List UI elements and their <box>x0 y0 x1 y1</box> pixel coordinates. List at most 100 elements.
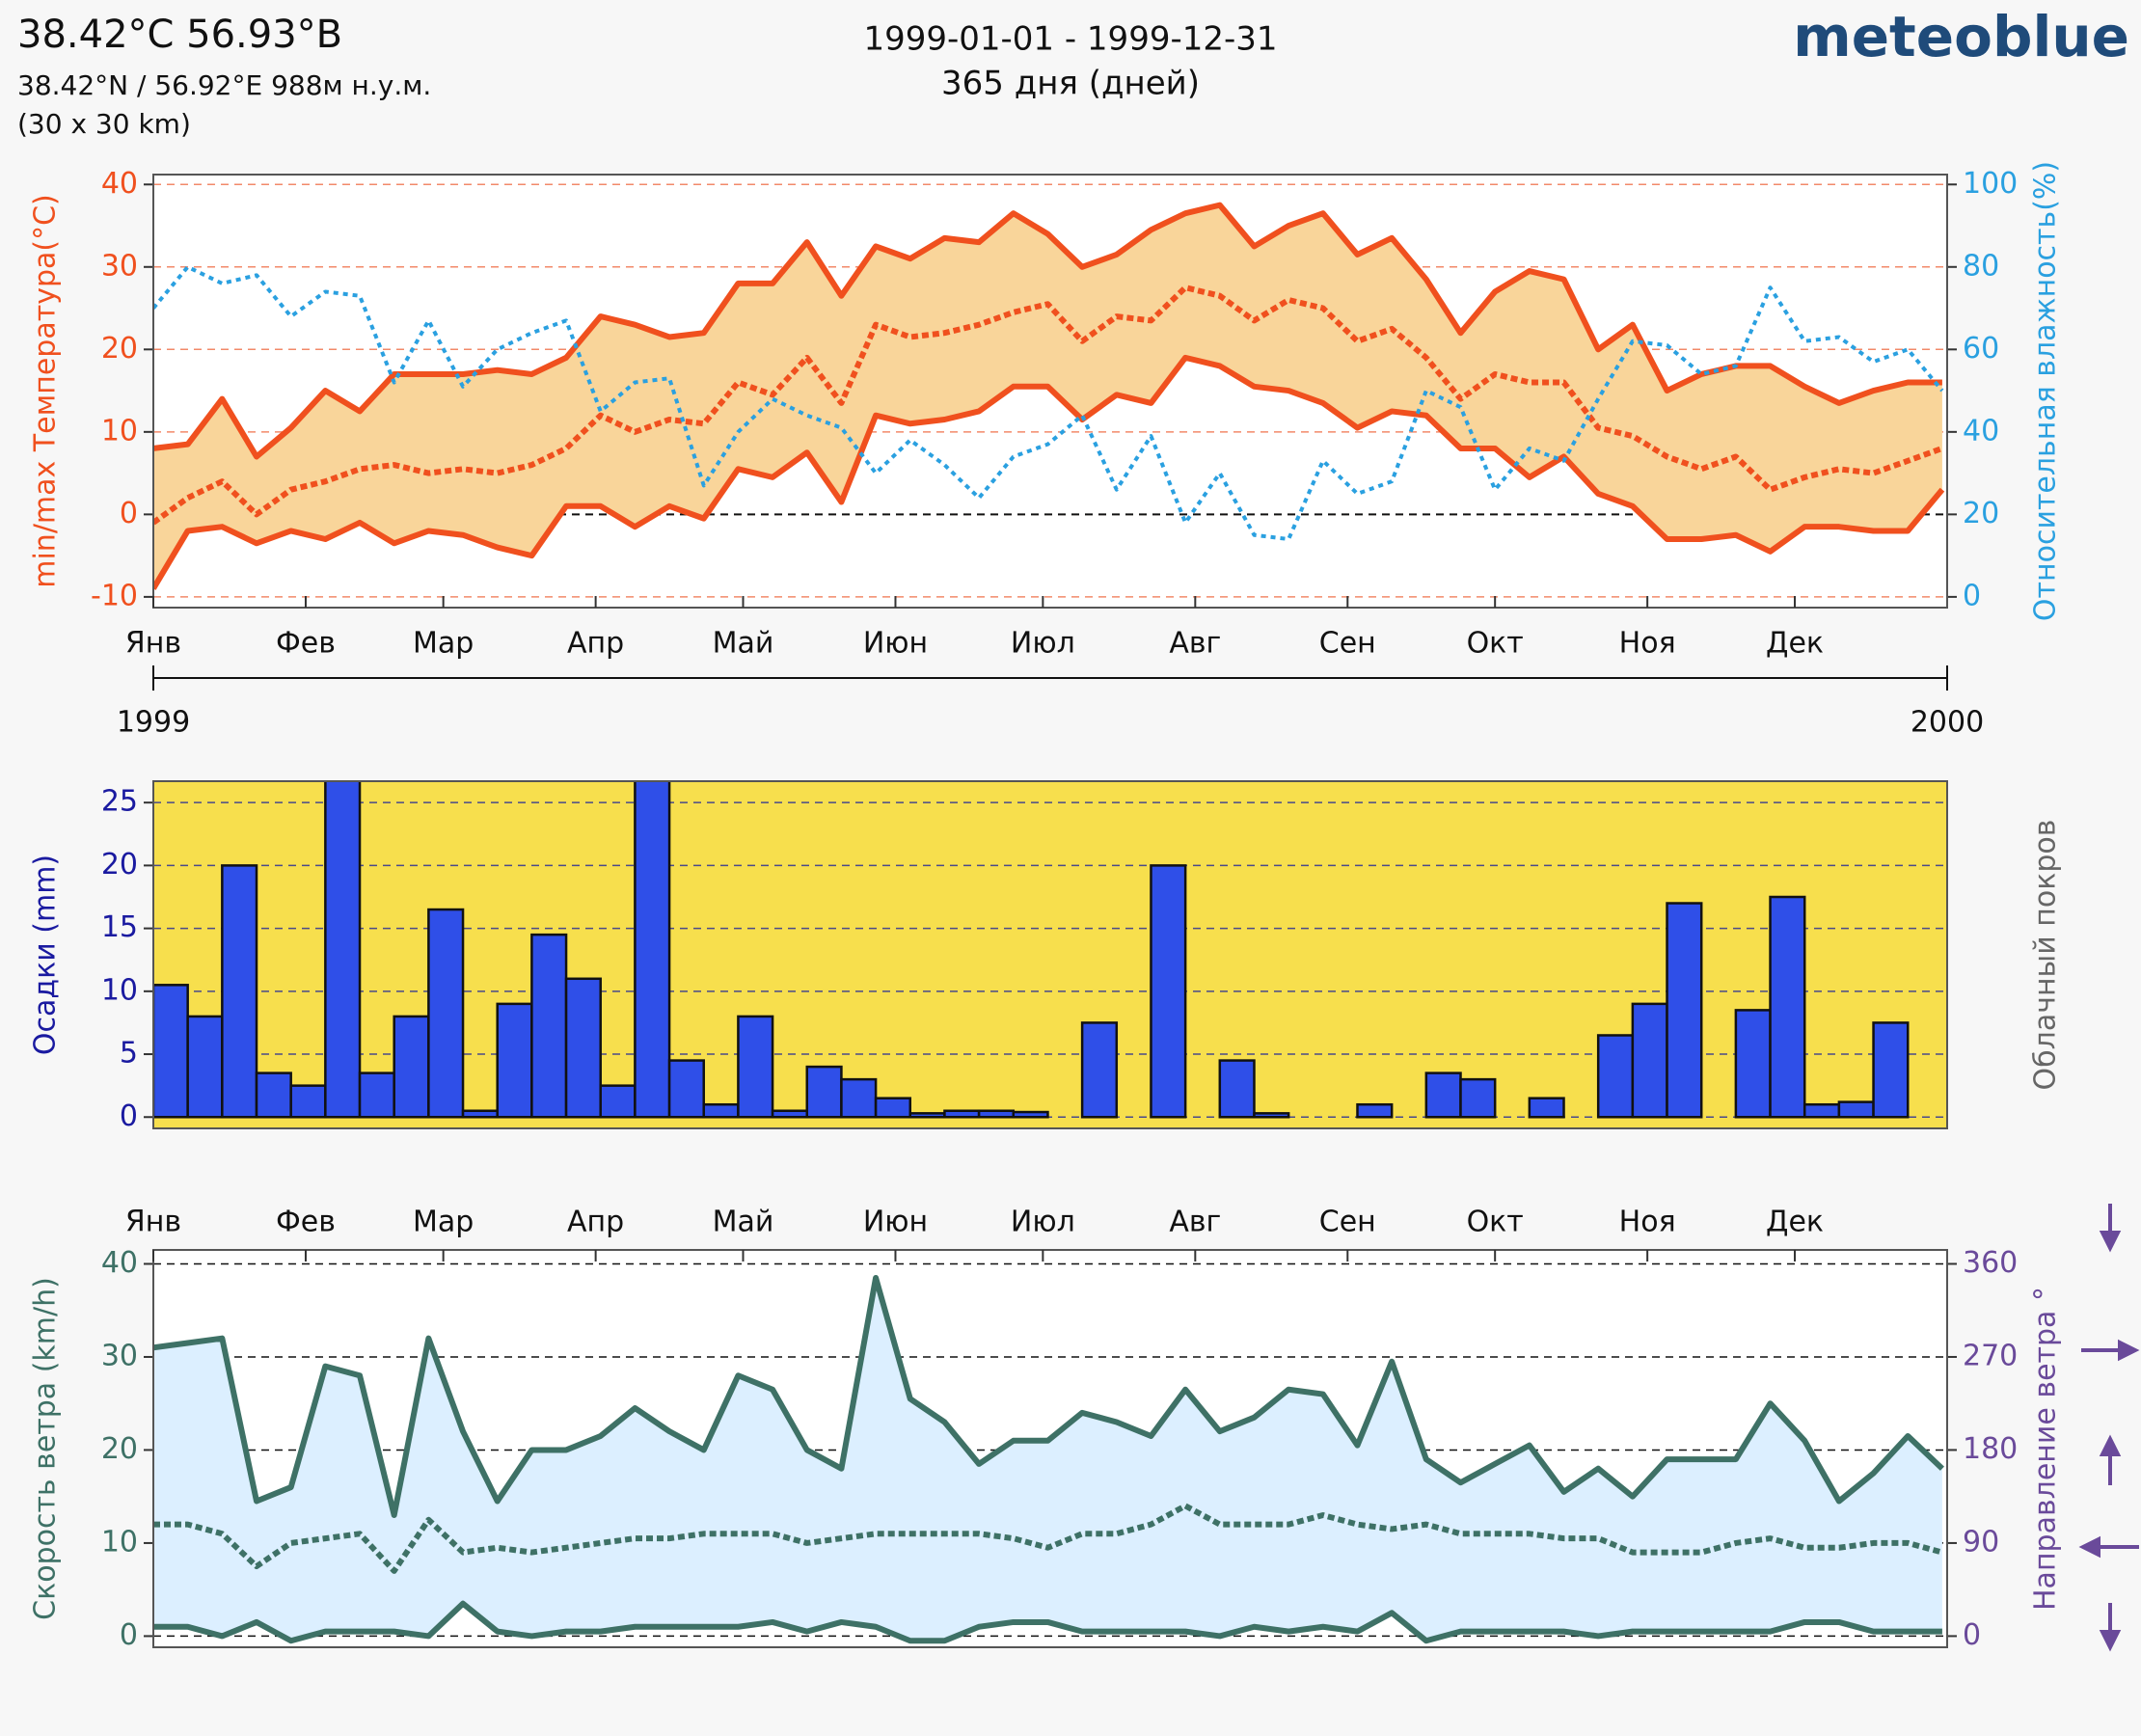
y-tick-label: 15 <box>101 910 138 944</box>
brand: meteoblue <box>1793 4 2129 69</box>
y2-tick-label: 270 <box>1963 1339 2018 1372</box>
bar <box>1837 1100 1875 1119</box>
x-tick-label: Окт <box>1467 1206 1524 1239</box>
bar <box>1596 1034 1635 1119</box>
bar <box>1872 1021 1910 1119</box>
year-tick-label: 2000 <box>1911 706 1984 740</box>
y-tick-label: -10 <box>91 579 138 612</box>
days: 365 дня (дней) <box>941 65 1200 103</box>
x-tick-label: Май <box>713 1206 774 1239</box>
bar <box>1080 1021 1119 1119</box>
y2-axis-label: Направление ветра ° <box>2029 1287 2063 1611</box>
plot-frame <box>152 1249 1948 1648</box>
bar <box>530 933 568 1119</box>
y-tick-label: 10 <box>101 414 138 448</box>
bar <box>977 1109 1016 1119</box>
x-tick-label: Ноя <box>1619 627 1676 661</box>
y2-tick-label: 20 <box>1963 497 1999 530</box>
series-line <box>153 285 1943 526</box>
period: 1999-01-01 - 1999-12-31 <box>863 20 1277 59</box>
bar <box>153 984 189 1119</box>
y2-axis-label: Относительная влажность(%) <box>2029 161 2063 621</box>
x-tick-label: Мар <box>413 627 474 661</box>
y2-tick-label: 40 <box>1963 414 1999 448</box>
bar <box>186 1015 224 1119</box>
y2-tick-label: 360 <box>1963 1246 2018 1280</box>
bar <box>908 1112 946 1119</box>
x-tick-label: Апр <box>567 627 624 661</box>
range-area <box>153 204 1942 589</box>
bar <box>1631 1002 1668 1119</box>
y-tick-label: 5 <box>120 1037 138 1071</box>
y-tick-label: 10 <box>101 1525 138 1559</box>
year-tick-label: 1999 <box>117 706 190 740</box>
plot-layer <box>153 1262 1947 1644</box>
bar <box>805 1065 843 1119</box>
y2-tick-label: 90 <box>1963 1525 1999 1559</box>
bar <box>496 1002 533 1119</box>
bar <box>1150 864 1187 1119</box>
y2-tick-label: 0 <box>1963 1618 1981 1652</box>
y-tick-label: 0 <box>120 1618 138 1652</box>
series-line <box>153 1503 1943 1574</box>
x-tick-label: Июл <box>1011 1206 1075 1239</box>
x-tick-label: Фев <box>276 627 336 661</box>
bar <box>1734 1009 1772 1119</box>
bar <box>221 864 258 1119</box>
bar <box>1769 895 1806 1119</box>
x-tick-label: Мар <box>413 1206 474 1239</box>
bar <box>1802 1102 1841 1119</box>
title: 38.42°C 56.93°B <box>17 13 342 57</box>
bar <box>358 1071 395 1119</box>
bar <box>1356 1102 1394 1119</box>
bar <box>874 1097 912 1119</box>
y2-tick-label: 180 <box>1963 1432 2018 1466</box>
y-tick-label: 20 <box>101 1432 138 1466</box>
bar <box>289 1084 327 1119</box>
y-axis-label: Осадки (mm) <box>29 854 63 1055</box>
bar <box>393 1015 430 1119</box>
series-line <box>153 202 1942 460</box>
y-tick-label: 25 <box>101 785 138 819</box>
bar <box>599 1084 637 1119</box>
bar <box>1459 1077 1497 1119</box>
x-tick-label: Авг <box>1169 627 1221 661</box>
wind-direction-arrows <box>2078 1204 2140 1652</box>
resolution: (30 x 30 km) <box>17 108 191 140</box>
plot-layer <box>153 183 1947 598</box>
y2-axis-label: Облачный покров <box>2029 820 2063 1091</box>
y-tick-label: 20 <box>101 848 138 882</box>
plot-frame <box>152 174 1948 609</box>
y-tick-label: 30 <box>101 1339 138 1372</box>
bar <box>461 1109 499 1119</box>
plot-layer <box>153 781 1947 1119</box>
x-tick-label: Июн <box>863 1206 928 1239</box>
y2-tick-label: 0 <box>1963 579 1981 612</box>
x-tick-label: Июн <box>863 627 928 661</box>
bar <box>737 1015 774 1119</box>
x-tick-label: Янв <box>125 1206 181 1239</box>
y2-tick-label: 100 <box>1963 167 2018 201</box>
bar <box>427 908 465 1119</box>
x-tick-label: Июл <box>1011 627 1075 661</box>
y2-tick-label: 80 <box>1963 249 1999 283</box>
plot-frame <box>152 780 1948 1129</box>
series-line <box>153 354 1945 590</box>
y-tick-label: 30 <box>101 249 138 283</box>
bar <box>1424 1071 1462 1119</box>
coords: 38.42°N / 56.92°E 988м н.у.м. <box>17 69 431 101</box>
bar <box>634 781 671 1119</box>
y-axis-label: Скорость ветра (km/h) <box>29 1277 63 1620</box>
series-line <box>153 1600 1942 1644</box>
x-tick-label: Дек <box>1766 627 1824 661</box>
bar <box>840 1077 878 1119</box>
bar <box>1528 1097 1565 1119</box>
bar <box>324 781 362 1119</box>
x-tick-label: Апр <box>567 1206 624 1239</box>
x-tick-label: Ноя <box>1619 1206 1676 1239</box>
y-tick-label: 0 <box>120 497 138 530</box>
x-tick-label: Дек <box>1766 1206 1824 1239</box>
y-tick-label: 10 <box>101 973 138 1007</box>
bar <box>1253 1112 1290 1119</box>
series-line <box>153 1274 1944 1518</box>
